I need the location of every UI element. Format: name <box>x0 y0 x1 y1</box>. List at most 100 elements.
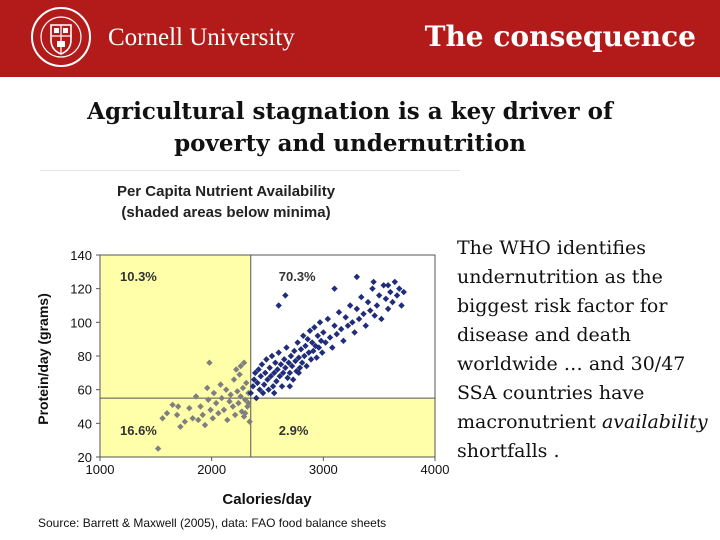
data-point-above-minima <box>279 369 287 377</box>
data-point-above-minima <box>292 357 299 365</box>
subtitle-line-1: Agricultural stagnation is a key driver … <box>87 98 613 125</box>
data-point-above-minima <box>313 354 320 361</box>
data-point-above-minima <box>271 389 278 397</box>
y-tick-label: 80 <box>78 349 92 364</box>
data-point-above-minima <box>326 334 334 341</box>
chart-source: Source: Barrett & Maxwell (2005), data: … <box>38 516 386 530</box>
data-point-above-minima <box>286 369 294 377</box>
body-text-main: The WHO identifies undernutrition as the… <box>457 237 686 433</box>
data-point-above-minima <box>298 359 306 366</box>
y-tick-label: 120 <box>70 282 92 297</box>
data-point-below-minimum <box>177 423 184 430</box>
data-point-above-minima <box>286 383 294 390</box>
data-point-below-minimum <box>241 396 249 403</box>
data-point-below-minimum <box>224 416 231 424</box>
data-point-above-minima <box>349 319 356 326</box>
data-point-above-minima <box>295 354 302 361</box>
slide-subtitle: Agricultural stagnation is a key driver … <box>40 96 660 160</box>
data-point-above-minima <box>375 292 383 299</box>
data-point-below-minimum <box>154 445 162 452</box>
data-point-below-minimum <box>169 401 176 409</box>
brand-name: Cornell University <box>108 24 295 51</box>
data-point-above-minima <box>254 379 261 387</box>
quadrant-label-bottom-right: 2.9% <box>279 423 309 438</box>
quadrant-label-top-left: 10.3% <box>120 269 157 284</box>
data-point-above-minima <box>382 295 390 302</box>
data-point-below-minimum <box>206 359 213 366</box>
y-axis-label: Protein/day (grams) <box>35 293 51 424</box>
data-point-above-minima <box>302 342 309 350</box>
data-point-above-minima <box>272 359 279 366</box>
quadrant-label-top-right: 70.3% <box>279 269 316 284</box>
data-point-above-minima <box>362 322 369 329</box>
data-point-above-minima <box>247 389 254 397</box>
subtitle-line-2: poverty and undernutrition <box>174 130 526 157</box>
data-point-below-minimum <box>231 411 239 419</box>
data-point-below-minimum <box>174 403 182 410</box>
data-point-below-minimum <box>181 418 189 425</box>
data-point-above-minima <box>393 292 401 299</box>
data-point-above-minima <box>380 282 387 289</box>
data-point-above-minima <box>297 346 305 353</box>
data-point-below-minimum <box>215 410 222 417</box>
data-point-below-minimum <box>236 371 243 378</box>
y-tick-label: 60 <box>78 383 92 398</box>
data-point-above-minima <box>367 307 374 314</box>
data-point-above-minima <box>256 386 263 393</box>
x-axis-label: Calories/day <box>222 491 312 508</box>
x-tick-label: 3000 <box>309 462 338 477</box>
y-tick-label: 100 <box>70 315 92 330</box>
data-point-above-minima <box>250 376 258 383</box>
data-point-above-minima <box>273 378 280 385</box>
data-point-below-minimum <box>244 403 251 410</box>
data-point-below-minimum <box>227 391 234 398</box>
data-point-above-minima <box>269 383 277 390</box>
data-point-above-minima <box>331 285 338 292</box>
data-point-above-minima <box>274 366 281 373</box>
y-tick-label: 20 <box>78 450 92 465</box>
header-bar: Cornell University The consequence <box>0 0 720 77</box>
data-point-above-minima <box>369 285 376 292</box>
data-point-below-minimum <box>186 404 193 412</box>
data-point-above-minima <box>324 315 331 323</box>
data-point-above-minima <box>396 285 403 292</box>
data-point-above-minima <box>315 344 323 351</box>
data-point-above-minima <box>346 302 354 309</box>
data-point-above-minima <box>295 369 302 377</box>
chart-title-line-2: (shaded areas below minima) <box>121 204 330 221</box>
data-point-above-minima <box>289 376 297 383</box>
data-point-above-minima <box>310 347 317 355</box>
data-point-above-minima <box>283 344 290 351</box>
data-point-above-minima <box>252 369 259 377</box>
data-point-below-minimum <box>230 376 238 383</box>
data-point-above-minima <box>331 322 338 329</box>
quadrant-label-bottom-left: 16.6% <box>120 423 157 438</box>
data-point-above-minima <box>370 278 377 286</box>
data-point-above-minima <box>358 293 365 301</box>
data-point-above-minima <box>291 347 298 355</box>
data-point-above-minima <box>338 325 345 333</box>
data-point-above-minima <box>320 329 327 336</box>
data-point-above-minima <box>300 332 307 339</box>
chart-title-line-1: Per Capita Nutrient Availability <box>117 183 336 200</box>
data-point-above-minima <box>351 329 358 336</box>
data-point-above-minima <box>259 389 267 397</box>
data-point-above-minima <box>255 366 262 373</box>
data-point-below-minimum <box>233 366 240 373</box>
data-point-above-minima <box>353 273 361 281</box>
data-point-above-minima <box>308 339 316 346</box>
data-point-below-minimum <box>237 362 244 370</box>
data-point-above-minima <box>342 314 349 321</box>
data-point-below-minimum <box>201 421 209 429</box>
data-point-above-minima <box>267 373 275 380</box>
data-point-above-minima <box>344 322 352 329</box>
body-paragraph: The WHO identifies undernutrition as the… <box>457 234 717 466</box>
data-point-below-minimum <box>159 415 166 422</box>
plot-area: 1000 2000 3000 4000 20 40 60 80 100 120 140 10.3% 70… <box>70 248 449 477</box>
data-point-above-minima <box>265 386 272 393</box>
data-point-above-minima <box>306 327 314 334</box>
y-tick-label: 140 <box>70 248 92 263</box>
data-point-above-minima <box>304 335 311 343</box>
y-tick-label: 40 <box>78 416 92 431</box>
data-point-below-minimum <box>207 406 214 414</box>
